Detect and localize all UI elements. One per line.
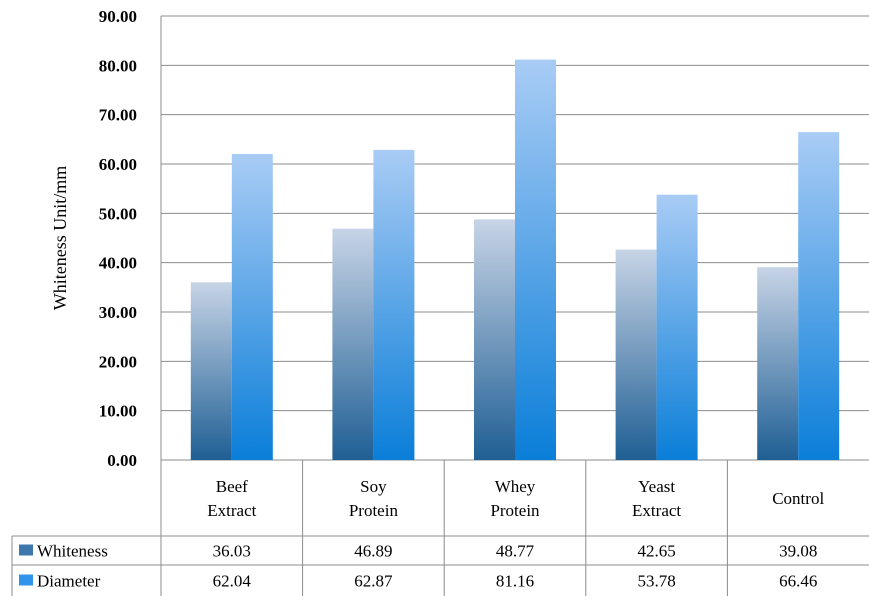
category-label: Soy — [360, 477, 387, 496]
bar-whiteness — [615, 249, 657, 460]
data-label: 36.03 — [213, 542, 251, 561]
data-label: 53.78 — [637, 572, 675, 591]
bar-diameter — [373, 149, 415, 460]
y-tick-label: 60.00 — [99, 155, 137, 174]
category-label: Whey — [495, 477, 536, 496]
bars — [190, 59, 840, 461]
data-label: 42.65 — [637, 542, 675, 561]
bar-whiteness — [474, 219, 515, 460]
y-axis-title: Whiteness Unit/mm — [50, 166, 70, 310]
category-label: Protein — [349, 501, 399, 520]
y-tick-label: 70.00 — [99, 106, 137, 125]
legend-label-diameter: Diameter — [37, 572, 101, 591]
category-label: Extract — [207, 501, 256, 520]
category-label: Control — [772, 489, 824, 508]
legend-key-whiteness — [19, 544, 33, 556]
bar-diameter — [231, 153, 273, 460]
y-tick-label: 80.00 — [99, 56, 137, 75]
data-label: 62.87 — [354, 572, 393, 591]
y-tick-label: 50.00 — [99, 204, 137, 223]
y-axis: 0.00 10.00 20.00 30.00 40.00 50.00 60.00 70.00 8… — [99, 7, 162, 596]
category-label: Extract — [632, 501, 681, 520]
category-label: Protein — [490, 501, 540, 520]
y-tick-label: 90.00 — [99, 7, 137, 26]
data-table: Beef Extract Soy Protein Whey Protein Yeast Ext… — [11, 460, 869, 596]
data-label: 39.08 — [779, 542, 817, 561]
legend-key-diameter — [19, 574, 33, 586]
data-label: 48.77 — [496, 542, 535, 561]
category-label: Yeast — [638, 477, 675, 496]
y-tick-label: 40.00 — [99, 254, 137, 273]
y-tick-label: 20.00 — [99, 352, 137, 371]
y-tick-label: 30.00 — [99, 303, 137, 322]
bar-diameter — [798, 132, 840, 460]
data-label: 46.89 — [354, 542, 392, 561]
data-label: 81.16 — [496, 572, 534, 591]
legend-label-whiteness: Whiteness — [37, 542, 108, 561]
bar-whiteness — [757, 267, 799, 460]
data-label: 66.46 — [779, 572, 817, 591]
data-label: 62.04 — [213, 572, 252, 591]
bar-whiteness — [190, 282, 232, 460]
bar-diameter — [656, 194, 698, 460]
category-label: Beef — [216, 477, 248, 496]
y-tick-label: 0.00 — [107, 451, 137, 470]
bar-diameter — [515, 59, 556, 461]
y-tick-label: 10.00 — [99, 402, 137, 421]
bar-whiteness — [332, 228, 374, 460]
